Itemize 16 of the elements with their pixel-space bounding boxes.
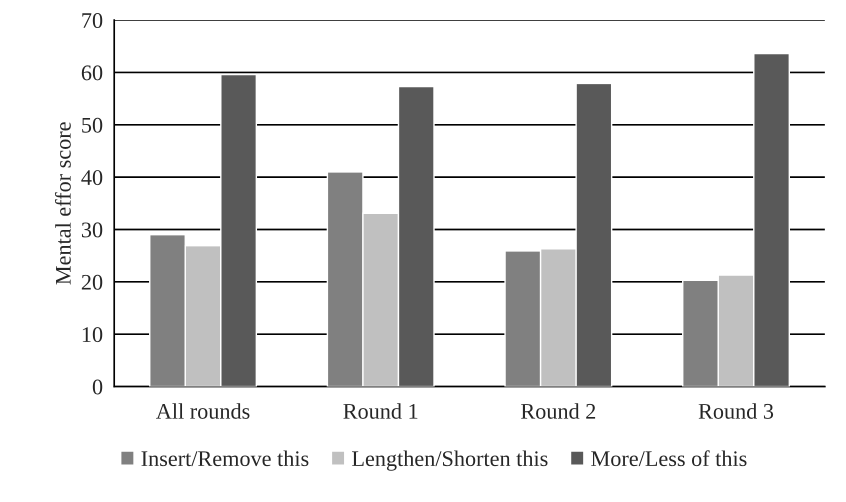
y-tick-label: 60 (82, 65, 102, 80)
x-tick-label: Round 1 (343, 403, 418, 419)
y-tick-label: 0 (92, 379, 102, 394)
legend-label: Lengthen/Shorten this (352, 450, 548, 471)
y-axis-title: Mental effor score (54, 122, 71, 285)
legend-label: Insert/Remove this (142, 450, 308, 466)
y-tick-label: 20 (82, 274, 102, 290)
y-tick-label: 30 (82, 222, 102, 238)
legend-label: More/Less of this (591, 450, 746, 466)
y-tick-label: 50 (82, 118, 102, 133)
x-tick-label: All rounds (156, 403, 250, 419)
x-tick-label: Round 3 (698, 403, 774, 419)
y-tick-label: 10 (82, 327, 102, 342)
y-tick-label: 70 (82, 13, 102, 28)
x-tick-label: Round 2 (521, 403, 596, 419)
y-tick-label: 40 (81, 170, 102, 186)
